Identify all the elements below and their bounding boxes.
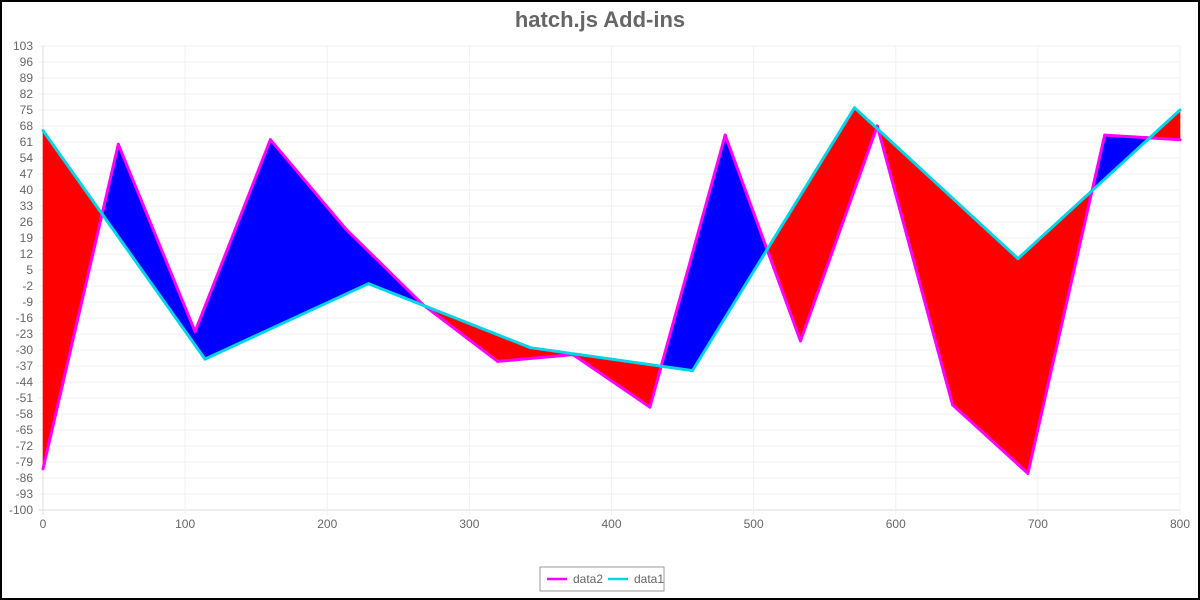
y-tick-label: 61	[20, 135, 34, 149]
series-line-data2	[41, 124, 1181, 475]
x-tick-label: 800	[1170, 517, 1190, 531]
y-tick-label: 19	[20, 231, 34, 245]
y-tick-label: -37	[16, 359, 34, 373]
y-tick-label: -2	[22, 279, 33, 293]
y-tick-label: -79	[16, 455, 34, 469]
y-tick-label: -30	[16, 343, 34, 357]
y-axis-ticks: 103 96 89 82 75 68 61 54 47 40 33 26 19 12 5 -2 -9 -16 -23…	[9, 39, 33, 517]
data-point-data2	[1026, 471, 1030, 475]
y-tick-label: -65	[16, 423, 34, 437]
y-tick-label: -72	[16, 439, 34, 453]
data-point-data1	[1178, 108, 1182, 112]
y-tick-label: 47	[20, 167, 34, 181]
data-point-data2	[344, 227, 348, 231]
series-line-data1	[41, 106, 1182, 373]
x-tick-label: 200	[317, 517, 337, 531]
y-tick-label: -58	[16, 407, 34, 421]
x-tick-label: 300	[459, 517, 479, 531]
x-tick-label: 400	[601, 517, 621, 531]
x-tick-label: 0	[40, 517, 47, 531]
fill-segment	[766, 194, 801, 342]
y-tick-label: -16	[16, 311, 34, 325]
data-point-data2	[648, 405, 652, 409]
data-point-data1	[853, 106, 857, 110]
x-tick-label: 600	[886, 517, 906, 531]
data-point-data2	[41, 467, 45, 471]
x-tick-label: 700	[1028, 517, 1048, 531]
y-tick-label: 82	[20, 87, 34, 101]
y-tick-label: -86	[16, 471, 34, 485]
fill-segment	[204, 139, 271, 360]
fill-segment	[724, 134, 768, 319]
data-point-data2	[951, 403, 955, 407]
chart-title: hatch.js Add-ins	[515, 7, 685, 32]
y-tick-label: 26	[20, 215, 34, 229]
series-lines	[41, 106, 1182, 475]
y-tick-label: 12	[20, 247, 34, 261]
x-axis-ticks: 0 100 200 300 400 500 600 700 800	[40, 517, 1191, 531]
fill-segment	[692, 135, 726, 372]
y-tick-label: -9	[22, 295, 33, 309]
y-tick-label: -100	[9, 503, 33, 517]
legend: data2 data1	[539, 566, 665, 592]
data-point-data2	[193, 330, 197, 334]
data-point-data2	[116, 142, 120, 146]
data-point-data2	[496, 359, 500, 363]
data-point-data1	[691, 369, 695, 373]
y-tick-label: 103	[13, 39, 33, 53]
y-tick-label: 89	[20, 71, 34, 85]
y-tick-label: 54	[20, 151, 34, 165]
y-tick-label: 96	[20, 55, 34, 69]
y-tick-label: -51	[16, 391, 34, 405]
y-tick-label: -93	[16, 487, 34, 501]
y-tick-label: 40	[20, 183, 34, 197]
grid-lines	[38, 45, 1181, 515]
x-tick-label: 100	[175, 517, 195, 531]
data-point-data2	[1178, 138, 1182, 142]
data-point-data2	[723, 133, 727, 137]
y-tick-label: 75	[20, 103, 34, 117]
y-tick-label: 68	[20, 119, 34, 133]
y-tick-label: -23	[16, 327, 34, 341]
x-tick-label: 500	[744, 517, 764, 531]
data-point-data2	[799, 339, 803, 343]
data-point-data2	[1103, 133, 1107, 137]
fill-segment	[42, 129, 103, 469]
fill-segment	[800, 106, 855, 342]
data-point-data1	[1016, 257, 1020, 261]
data-point-data2	[268, 138, 272, 142]
y-tick-label: 33	[20, 199, 34, 213]
legend-label-data1: data1	[634, 572, 664, 586]
fill-segment	[1017, 248, 1029, 475]
data-point-data1	[41, 129, 45, 133]
data-point-data1	[528, 346, 532, 350]
data-point-data1	[366, 282, 370, 286]
legend-label-data2: data2	[573, 572, 603, 586]
y-tick-label: -44	[16, 375, 34, 389]
data-point-data1	[203, 357, 207, 361]
y-tick-label: 5	[26, 263, 33, 277]
